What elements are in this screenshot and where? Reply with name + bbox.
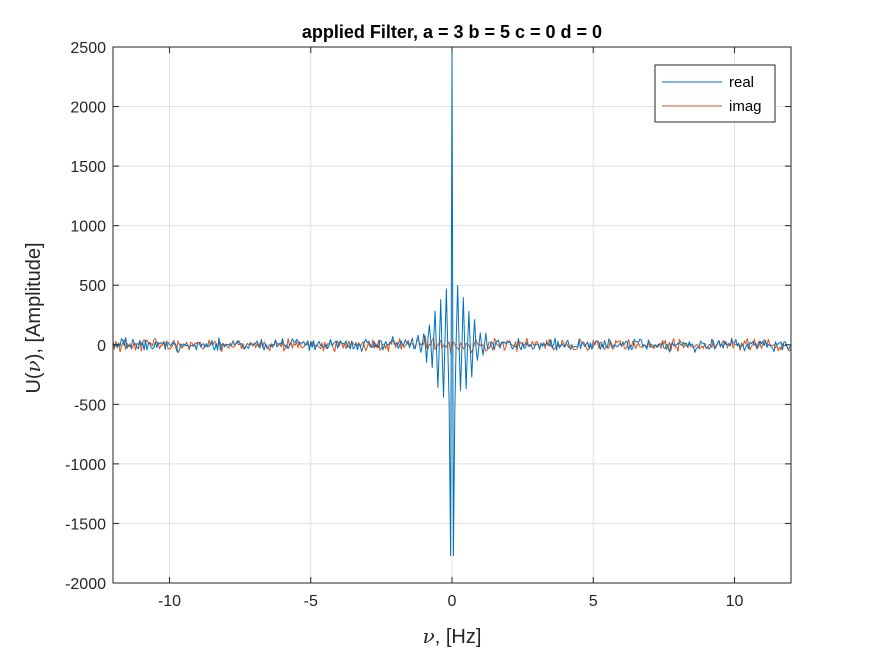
legend-label-imag: imag — [729, 98, 762, 115]
x-axis-unit: , [Hz] — [435, 626, 482, 648]
y-tick-label: -500 — [74, 397, 106, 414]
legend-label-real: real — [729, 74, 754, 91]
y-axis-suffix: ), [Amplitude] — [23, 242, 45, 360]
x-tick-label: 10 — [726, 593, 744, 610]
legend: real imag — [654, 64, 776, 123]
tick-labels: -10 -5 0 5 10 -2000 -1500 -1000 -500 0 500 1000 1500… — [65, 40, 743, 610]
y-axis-label: U(ν), [Amplitude] — [21, 242, 45, 393]
y-axis-symbol: ν — [21, 360, 45, 372]
y-tick-label: -2000 — [65, 576, 106, 593]
x-tick-label: -10 — [158, 593, 181, 610]
y-tick-label: -1500 — [65, 516, 106, 533]
y-tick-label: 2500 — [70, 40, 106, 57]
y-axis-prefix: U( — [23, 372, 45, 393]
y-tick-label: -1000 — [65, 457, 106, 474]
chart-title: applied Filter, a = 3 b = 5 c = 0 d = 0 — [302, 22, 602, 42]
x-tick-label: -5 — [304, 593, 318, 610]
x-tick-label: 5 — [589, 593, 598, 610]
ticks — [113, 46, 791, 584]
y-tick-label: 2000 — [70, 100, 106, 117]
x-tick-label: 0 — [448, 593, 457, 610]
y-tick-label: 500 — [79, 278, 106, 295]
legend-box — [654, 64, 776, 123]
x-axis-label: ν, [Hz] — [423, 624, 482, 648]
y-tick-label: 1000 — [70, 219, 106, 236]
y-tick-label: 1500 — [70, 159, 106, 176]
y-tick-label: 0 — [97, 338, 106, 355]
x-axis-symbol: ν — [423, 624, 435, 648]
